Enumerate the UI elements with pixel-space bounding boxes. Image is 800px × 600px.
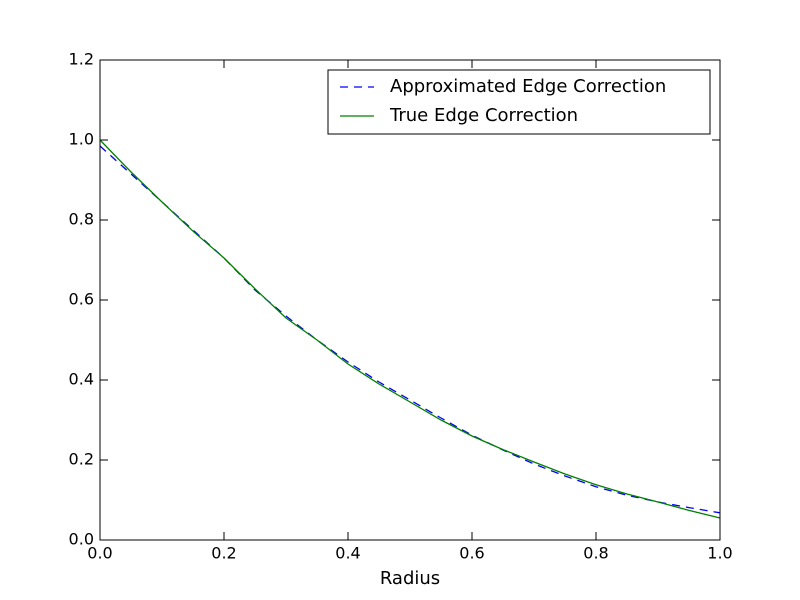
y-tick-label: 0.4 <box>69 370 94 389</box>
y-tick-label: 1.0 <box>69 130 94 149</box>
y-tick-label: 0.8 <box>69 210 94 229</box>
x-tick-label: 0.0 <box>87 544 112 563</box>
x-tick-label: 0.6 <box>459 544 484 563</box>
x-axis-label: Radius <box>380 568 440 589</box>
y-tick-label: 0.6 <box>69 290 94 309</box>
x-tick-label: 0.8 <box>583 544 608 563</box>
legend-label: True Edge Correction <box>389 105 578 126</box>
x-tick-label: 1.0 <box>707 544 732 563</box>
y-tick-label: 0.2 <box>69 450 94 469</box>
x-tick-label: 0.2 <box>211 544 236 563</box>
legend-label: Approximated Edge Correction <box>390 76 666 97</box>
series-line <box>99 139 721 519</box>
legend-box <box>327 69 711 135</box>
y-tick-label: 0.0 <box>69 530 94 549</box>
y-tick-label: 1.2 <box>69 50 94 69</box>
plot-frame <box>99 59 721 541</box>
x-tick-label: 0.4 <box>335 544 360 563</box>
